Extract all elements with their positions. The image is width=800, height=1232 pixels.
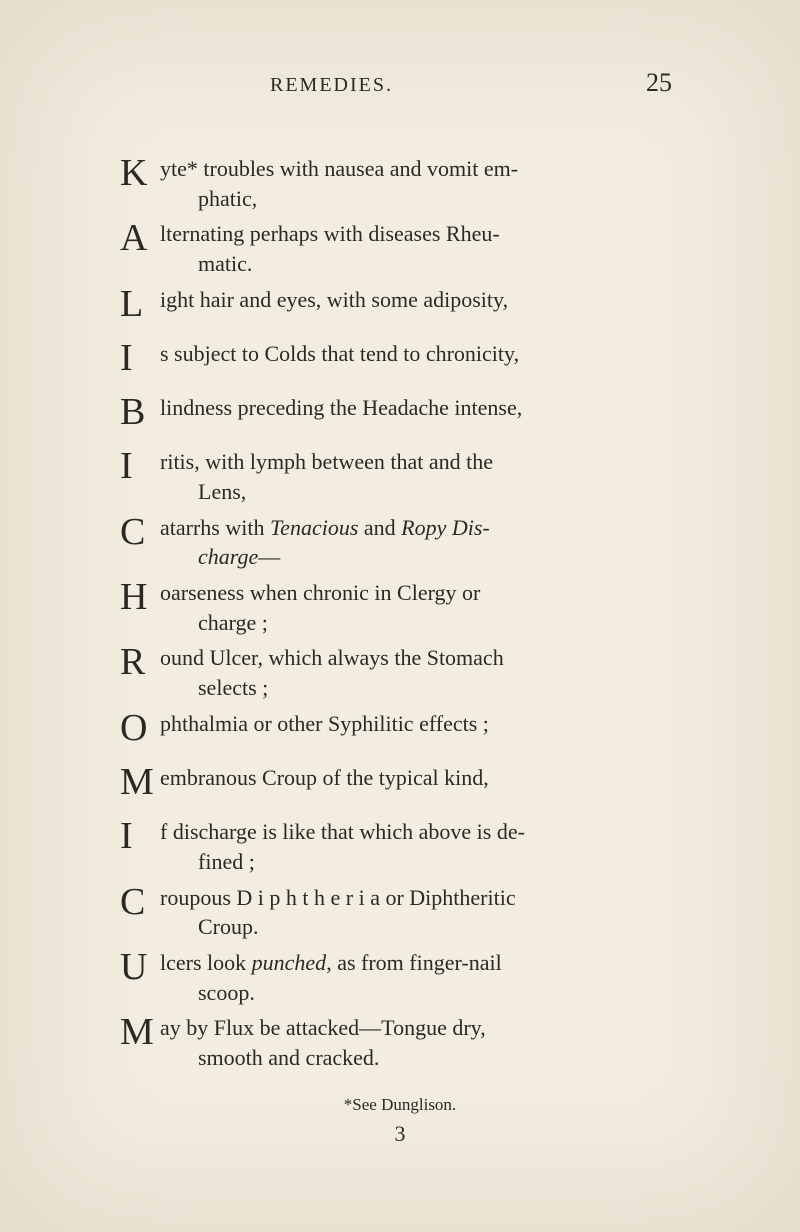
entry: Ophthalmia or other Syphilitic effects ; — [120, 709, 680, 745]
drop-cap: U — [120, 948, 160, 984]
drop-cap: I — [120, 339, 160, 375]
drop-cap: M — [120, 1013, 160, 1049]
signature-mark: 3 — [120, 1121, 680, 1147]
page: REMEDIES. 25 Kyte* troubles with nausea … — [120, 68, 680, 1147]
entry-body: atarrhs with Tenacious and Ropy Dis-char… — [160, 513, 680, 572]
running-head: REMEDIES. 25 — [120, 68, 680, 98]
entry: Blindness preceding the Headache intense… — [120, 393, 680, 429]
entry-body: embranous Croup of the typical kind, — [160, 763, 680, 793]
entries-list: Kyte* troubles with nausea and vomit em-… — [120, 154, 680, 1073]
drop-cap: I — [120, 447, 160, 483]
entry: Kyte* troubles with nausea and vomit em-… — [120, 154, 680, 213]
drop-cap: L — [120, 285, 160, 321]
entry-body: s subject to Colds that tend to chronici… — [160, 339, 680, 369]
page-number: 25 — [646, 68, 672, 98]
entry: Croupous D i p h t h e r i a or Diphther… — [120, 883, 680, 942]
entry-body: lternating perhaps with diseases Rheu-ma… — [160, 219, 680, 278]
drop-cap: H — [120, 578, 160, 614]
drop-cap: A — [120, 219, 160, 255]
entry: Round Ulcer, which always the Stomachsel… — [120, 643, 680, 702]
entry: Catarrhs with Tenacious and Ropy Dis-cha… — [120, 513, 680, 572]
drop-cap: C — [120, 883, 160, 919]
footnote: *See Dunglison. — [120, 1095, 680, 1115]
entry-body: yte* troubles with nausea and vomit em-p… — [160, 154, 680, 213]
entry: Ulcers look punched, as from finger-nail… — [120, 948, 680, 1007]
drop-cap: I — [120, 817, 160, 853]
entry-body: oarseness when chronic in Clergy orcharg… — [160, 578, 680, 637]
entry-body: f discharge is like that which above is … — [160, 817, 680, 876]
entry: Is subject to Colds that tend to chronic… — [120, 339, 680, 375]
entry-body: lcers look punched, as from finger-nails… — [160, 948, 680, 1007]
entry-body: lindness preceding the Headache intense, — [160, 393, 680, 423]
entry-body: ight hair and eyes, with some adiposity, — [160, 285, 680, 315]
entry: Membranous Croup of the typical kind, — [120, 763, 680, 799]
running-title: REMEDIES. — [270, 74, 393, 97]
entry: Alternating perhaps with diseases Rheu-m… — [120, 219, 680, 278]
drop-cap: M — [120, 763, 160, 799]
entry-body: phthalmia or other Syphilitic effects ; — [160, 709, 680, 739]
entry-body: ay by Flux be attacked—Tongue dry,smooth… — [160, 1013, 680, 1072]
entry: Light hair and eyes, with some adiposity… — [120, 285, 680, 321]
drop-cap: C — [120, 513, 160, 549]
entry-body: roupous D i p h t h e r i a or Diphtheri… — [160, 883, 680, 942]
drop-cap: R — [120, 643, 160, 679]
entry: Iritis, with lymph between that and theL… — [120, 447, 680, 506]
drop-cap: B — [120, 393, 160, 429]
entry: May by Flux be attacked—Tongue dry,smoot… — [120, 1013, 680, 1072]
entry: Hoarseness when chronic in Clergy orchar… — [120, 578, 680, 637]
drop-cap: O — [120, 709, 160, 745]
drop-cap: K — [120, 154, 160, 190]
entry-body: ound Ulcer, which always the Stomachsele… — [160, 643, 680, 702]
entry-body: ritis, with lymph between that and theLe… — [160, 447, 680, 506]
entry: If discharge is like that which above is… — [120, 817, 680, 876]
